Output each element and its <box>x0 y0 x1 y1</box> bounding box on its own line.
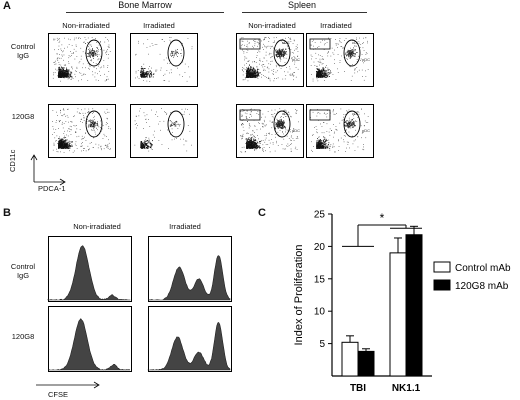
axis-label-cfse: CFSE <box>48 390 69 399</box>
group-bone-marrow-label: Bone Marrow <box>118 0 172 10</box>
flow-plot-spleen-control-nonirr <box>236 33 304 87</box>
proliferation-bar-chart: 5 10 15 20 25 Index of Proliferation TBI NK1.1 *… <box>293 210 511 395</box>
gate-label-pdc-2: pDC <box>362 57 371 62</box>
panel-b-col-nonirradiated: Non-irradiated <box>73 222 121 231</box>
legend-label-0: Control mAb <box>455 263 511 274</box>
legend-label-1: 120G8 mAb <box>455 281 509 292</box>
axis-arrows-icon <box>30 154 66 186</box>
flow-dots-0 <box>52 37 111 82</box>
col-spleen-nonirradiated: Non-irradiated <box>248 21 296 30</box>
y-tick-label-4: 25 <box>314 210 326 221</box>
row-label-control-igg: Control IgG <box>2 42 44 60</box>
row-label-120g8: 120G8 <box>2 112 44 121</box>
flow-plot-bm-120g8-nonirr <box>48 104 116 158</box>
cfse-arrow-icon <box>36 381 100 389</box>
flow-dots-4 <box>52 108 111 153</box>
pdc-gate-7 <box>343 110 361 138</box>
col-bm-nonirradiated: Non-irradiated <box>62 21 110 30</box>
gate-label-cdc-4: cDC <box>352 111 360 116</box>
flow-dots-2 <box>240 37 299 82</box>
histogram-fill-1 <box>147 255 231 301</box>
panel-c-letter: C <box>258 207 266 219</box>
panel-b-row-label-control: Control IgG <box>2 262 44 280</box>
flow-dots-6 <box>240 108 299 153</box>
panel-b-row-control-line1: Control <box>10 262 36 271</box>
row-label-control-line1: Control <box>10 42 36 51</box>
col-spleen-irradiated: Irradiated <box>320 21 352 30</box>
legend-swatch-0 <box>433 261 451 273</box>
flow-plot-bm-120g8-irr <box>130 104 198 158</box>
pdc-gate-0 <box>85 39 103 67</box>
row-label-control-line2: IgG <box>16 51 30 60</box>
y-tick-label-2: 15 <box>314 274 326 285</box>
legend-swatch-1 <box>433 279 451 291</box>
x-tick-label-1: NK1.1 <box>392 383 421 394</box>
cdc-gate-7 <box>309 109 331 121</box>
group-spleen-rule <box>242 12 367 13</box>
axis-label-pdca1: PDCA-1 <box>38 184 66 193</box>
group-bone-marrow-rule <box>66 12 224 13</box>
row-label-120g8-line1: 120G8 <box>11 112 35 121</box>
y-tick-label-0: 5 <box>319 339 325 350</box>
histogram-fill-2 <box>47 318 131 371</box>
pdc-gate-2 <box>273 39 291 67</box>
flow-dots-1 <box>135 37 193 82</box>
col-bm-irradiated: Irradiated <box>143 21 175 30</box>
x-tick-label-0: TBI <box>350 383 366 394</box>
pdc-gate-5 <box>167 110 185 138</box>
panel-b-col-irradiated: Irradiated <box>169 222 201 231</box>
pdc-gate-1 <box>167 39 185 67</box>
pdc-gate-3 <box>343 39 361 67</box>
cdc-gate-3 <box>309 38 331 50</box>
gate-label-cdc-1: cDC <box>282 40 290 45</box>
panel-b-row-control-line2: IgG <box>16 271 30 280</box>
panel-b-letter: B <box>3 207 11 219</box>
group-spleen-label: Spleen <box>287 0 317 10</box>
flow-dots-5 <box>134 108 192 152</box>
cdc-gate-2 <box>239 38 261 50</box>
y-tick-label-3: 20 <box>314 242 326 253</box>
bar-nk11-0 <box>389 252 407 377</box>
panel-a-letter: A <box>3 0 11 12</box>
bar-tbi-1 <box>357 350 375 377</box>
gate-label-cdc-3: cDC <box>282 111 290 116</box>
y-axis-title: Index of Proliferation <box>293 245 305 346</box>
histogram-fill-0 <box>47 245 131 301</box>
bar-nk11-1 <box>405 234 423 377</box>
gate-label-pdc-4: pDC <box>362 128 371 133</box>
cdc-gate-6 <box>239 109 261 121</box>
flow-dots-7 <box>310 108 369 153</box>
flow-plot-spleen-120g8-nonirr <box>236 104 304 158</box>
gate-label-pdc-1: pDC <box>292 57 301 62</box>
pdc-gate-6 <box>273 110 291 138</box>
panel-b-row-120g8-line1: 120G8 <box>11 332 35 341</box>
histogram-fill-3 <box>147 322 231 371</box>
flow-dots-3 <box>310 37 369 82</box>
y-tick-label-1: 10 <box>314 307 326 318</box>
pdc-gate-4 <box>85 110 103 138</box>
gate-label-cdc-2: cDC <box>352 40 360 45</box>
gate-label-pdc-3: pDC <box>292 128 301 133</box>
significance-star: * <box>380 211 385 225</box>
bar-tbi-0 <box>341 341 359 377</box>
panel-b-row-label-120g8: 120G8 <box>2 332 44 341</box>
